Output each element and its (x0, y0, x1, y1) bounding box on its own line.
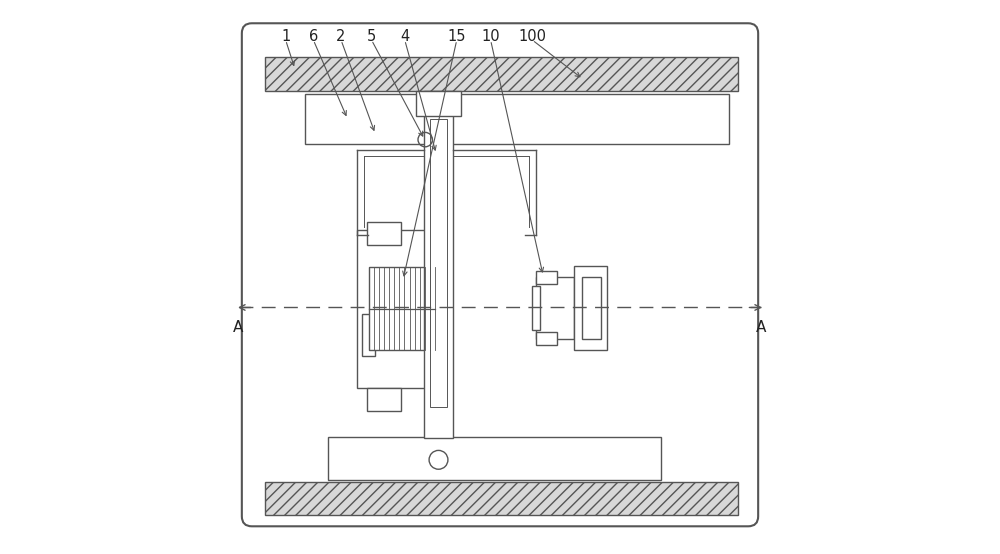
Bar (369, 267, 435, 350)
Bar (536, 277, 574, 339)
Bar (265, 57, 738, 91)
Text: 15: 15 (448, 28, 466, 44)
Bar (424, 91, 453, 438)
Bar (328, 437, 661, 480)
Text: 5: 5 (367, 28, 376, 44)
Bar (532, 286, 540, 330)
Text: 1: 1 (281, 28, 290, 44)
Bar (416, 91, 461, 116)
Bar (430, 119, 447, 407)
Bar (574, 266, 607, 350)
Text: 2: 2 (336, 28, 346, 44)
Text: 6: 6 (309, 28, 318, 44)
Text: 4: 4 (400, 28, 409, 44)
Bar (367, 388, 401, 411)
Bar (582, 277, 601, 339)
Text: A: A (756, 320, 767, 336)
Bar (536, 271, 557, 284)
Bar (362, 314, 375, 356)
Bar (367, 222, 401, 245)
Text: A: A (233, 320, 244, 336)
Text: 10: 10 (481, 28, 500, 44)
Bar (305, 94, 729, 144)
Bar (265, 482, 738, 515)
Bar (536, 332, 557, 345)
FancyBboxPatch shape (242, 23, 758, 526)
Text: 100: 100 (518, 28, 546, 44)
Bar (357, 230, 432, 388)
